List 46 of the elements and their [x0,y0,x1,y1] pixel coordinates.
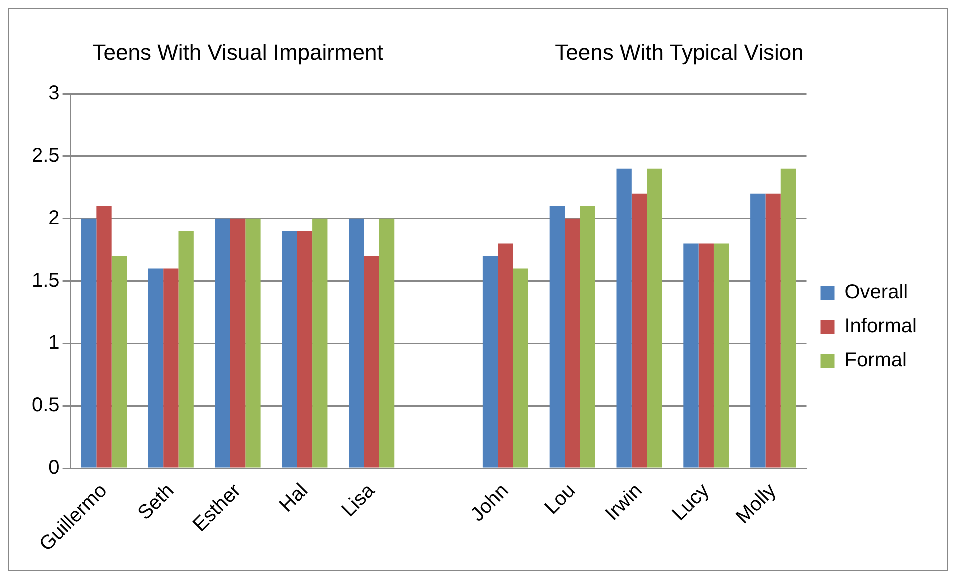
bar [632,194,648,468]
bar [312,218,328,468]
y-tick-label: 0.5 [32,394,60,417]
x-tick-label: Seth [134,480,179,525]
bar [684,244,699,468]
bar [750,194,766,468]
bar [364,256,380,468]
y-tick-label: 1.5 [32,270,60,292]
bar [230,218,246,468]
text: Teens With Visual Impairment [92,40,384,66]
bar [647,168,662,468]
y-tick-label: 2.5 [32,144,60,167]
bar [498,244,514,468]
x-tick-label: Lisa [338,479,380,522]
bar [513,268,528,468]
bar [714,244,730,468]
y-tick-label: 0 [48,457,60,480]
legend-label: Informal [844,316,918,338]
bar [766,194,781,468]
bar [565,218,580,468]
bar [379,218,395,468]
bar [580,206,596,468]
bar [215,218,230,468]
bar [246,218,261,468]
bar [482,256,498,468]
bar [550,206,566,468]
bar [616,168,632,468]
legend-label: Formal [844,350,907,372]
x-tick-label: Lou [540,480,580,520]
bar [282,231,298,468]
bar [698,244,714,468]
bar [164,268,179,468]
bar [780,168,796,468]
bar [96,206,112,468]
bar [148,268,164,468]
bar [297,231,313,468]
text: Teens With Typical Vision [555,40,804,66]
x-tick-label: Hal [276,480,312,517]
y-tick-label: 1 [48,332,60,354]
bar [349,218,364,468]
legend-label: Overall [844,282,908,304]
bar [178,231,194,468]
y-tick-label: 2 [48,207,60,230]
y-tick-label: 3 [48,82,60,105]
bar [82,218,97,468]
bar [112,256,128,468]
